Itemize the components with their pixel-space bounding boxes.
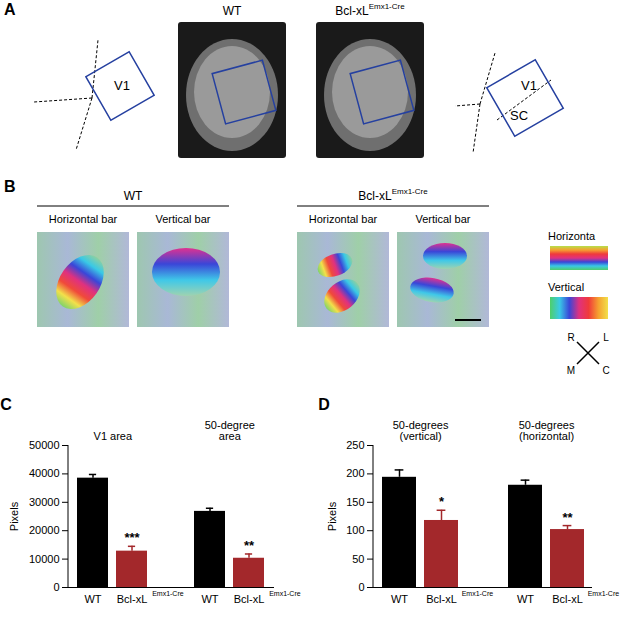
svg-text:WT: WT [201, 593, 218, 605]
svg-text:50-degrees(horizontal): 50-degrees(horizontal) [519, 419, 575, 442]
svg-text:Bcl-xLEmx1-Cre: Bcl-xLEmx1-Cre [358, 187, 428, 203]
svg-text:Bcl-xLEmx1-Cre: Bcl-xLEmx1-Cre [335, 2, 405, 18]
svg-text:WT: WT [84, 593, 101, 605]
svg-text:B: B [4, 178, 16, 195]
svg-text:250: 250 [346, 439, 364, 451]
svg-text:150: 150 [346, 496, 364, 508]
svg-text:Emx1-Cre: Emx1-Cre [152, 590, 184, 597]
svg-text:Emx1-Cre: Emx1-Cre [588, 590, 620, 597]
svg-text:SC: SC [510, 108, 528, 123]
svg-text:Bcl-xL: Bcl-xL [426, 593, 457, 605]
svg-text:50: 50 [352, 553, 364, 565]
svg-text:WT: WT [517, 593, 534, 605]
svg-text:0: 0 [53, 581, 59, 593]
svg-text:Vertical bar: Vertical bar [155, 213, 210, 225]
svg-text:50-degrees(vertical): 50-degrees(vertical) [393, 419, 449, 442]
svg-text:WT: WT [391, 593, 408, 605]
svg-text:Bcl-xL: Bcl-xL [552, 593, 583, 605]
svg-text:R: R [567, 332, 574, 343]
svg-text:V1: V1 [521, 78, 537, 93]
svg-text:Horizontal bar: Horizontal bar [309, 213, 378, 225]
svg-text:C: C [602, 365, 609, 376]
svg-text:Pixels: Pixels [8, 501, 20, 531]
svg-text:Emx1-Cre: Emx1-Cre [269, 590, 301, 597]
svg-text:100: 100 [346, 524, 364, 536]
svg-text:Pixels: Pixels [326, 501, 338, 531]
svg-text:Bcl-xL: Bcl-xL [117, 593, 148, 605]
svg-text:WT: WT [124, 189, 143, 203]
svg-text:Vertical bar: Vertical bar [415, 213, 470, 225]
svg-text:40000: 40000 [29, 467, 60, 479]
svg-text:D: D [318, 396, 330, 413]
svg-text:**: ** [244, 538, 255, 553]
svg-text:C: C [0, 396, 12, 413]
svg-text:M: M [567, 365, 575, 376]
svg-text:20000: 20000 [29, 524, 60, 536]
svg-text:V1 area: V1 area [94, 430, 133, 442]
svg-text:200: 200 [346, 467, 364, 479]
svg-text:Horizonta: Horizonta [548, 230, 596, 242]
svg-text:Horizontal bar: Horizontal bar [49, 213, 118, 225]
svg-text:50000: 50000 [29, 439, 60, 451]
svg-text:0: 0 [358, 581, 364, 593]
svg-text:Vertical: Vertical [548, 281, 584, 293]
svg-text:A: A [4, 1, 16, 18]
svg-text:**: ** [562, 510, 573, 525]
svg-text:Bcl-xL: Bcl-xL [234, 593, 265, 605]
svg-text:V1: V1 [114, 78, 130, 93]
svg-text:***: *** [124, 530, 140, 545]
svg-text:*: * [439, 494, 445, 509]
svg-text:30000: 30000 [29, 496, 60, 508]
svg-text:WT: WT [223, 4, 242, 18]
svg-text:Emx1-Cre: Emx1-Cre [462, 590, 494, 597]
svg-text:10000: 10000 [29, 553, 60, 565]
svg-text:50-degreearea: 50-degreearea [205, 419, 255, 442]
svg-text:L: L [603, 332, 609, 343]
